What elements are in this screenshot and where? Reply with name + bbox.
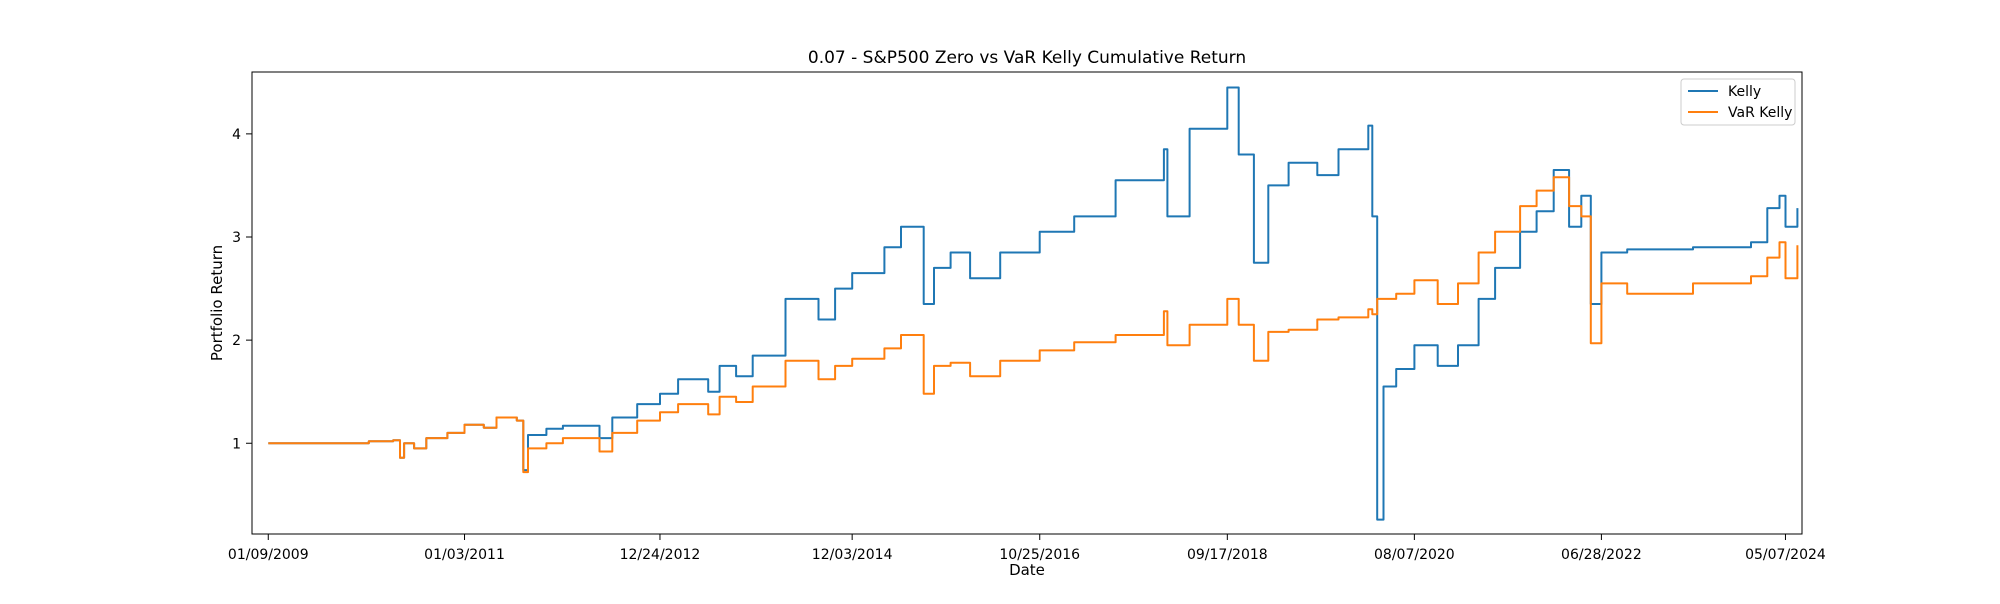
x-tick-label: 10/25/2016 [999,547,1080,563]
x-tick-label: 01/09/2009 [228,547,309,563]
y-axis-label: Portfolio Return [208,245,226,361]
y-tick-label: 4 [232,127,241,143]
series-line-var-kelly [268,176,1799,474]
legend: Kelly VaR Kelly [1680,78,1796,126]
y-tick-label: 3 [232,230,241,246]
x-tick-label: 12/24/2012 [620,547,701,563]
tick-layer: 01/09/2009 01/03/2011 12/24/2012 12/03/2014… [228,127,1826,563]
legend-label-kelly: Kelly [1728,84,1761,100]
y-tick-label: 1 [232,436,241,452]
x-tick-label: 06/28/2022 [1561,547,1642,563]
x-tick-label: 12/03/2014 [812,547,893,563]
chart-title: 0.07 - S&P500 Zero vs VaR Kelly Cumulati… [808,48,1246,68]
x-tick-label: 05/07/2024 [1745,547,1826,563]
x-tick-label: 09/17/2018 [1187,547,1268,563]
y-tick-label: 2 [232,333,241,349]
plot-background [252,72,1802,534]
x-tick-label: 08/07/2020 [1374,547,1455,563]
plot-frame [251,71,1803,535]
x-tick-label: 01/03/2011 [424,547,505,563]
x-axis-label: Date [1009,561,1045,579]
legend-label-var-kelly: VaR Kelly [1728,105,1792,121]
series-layer [268,86,1799,521]
